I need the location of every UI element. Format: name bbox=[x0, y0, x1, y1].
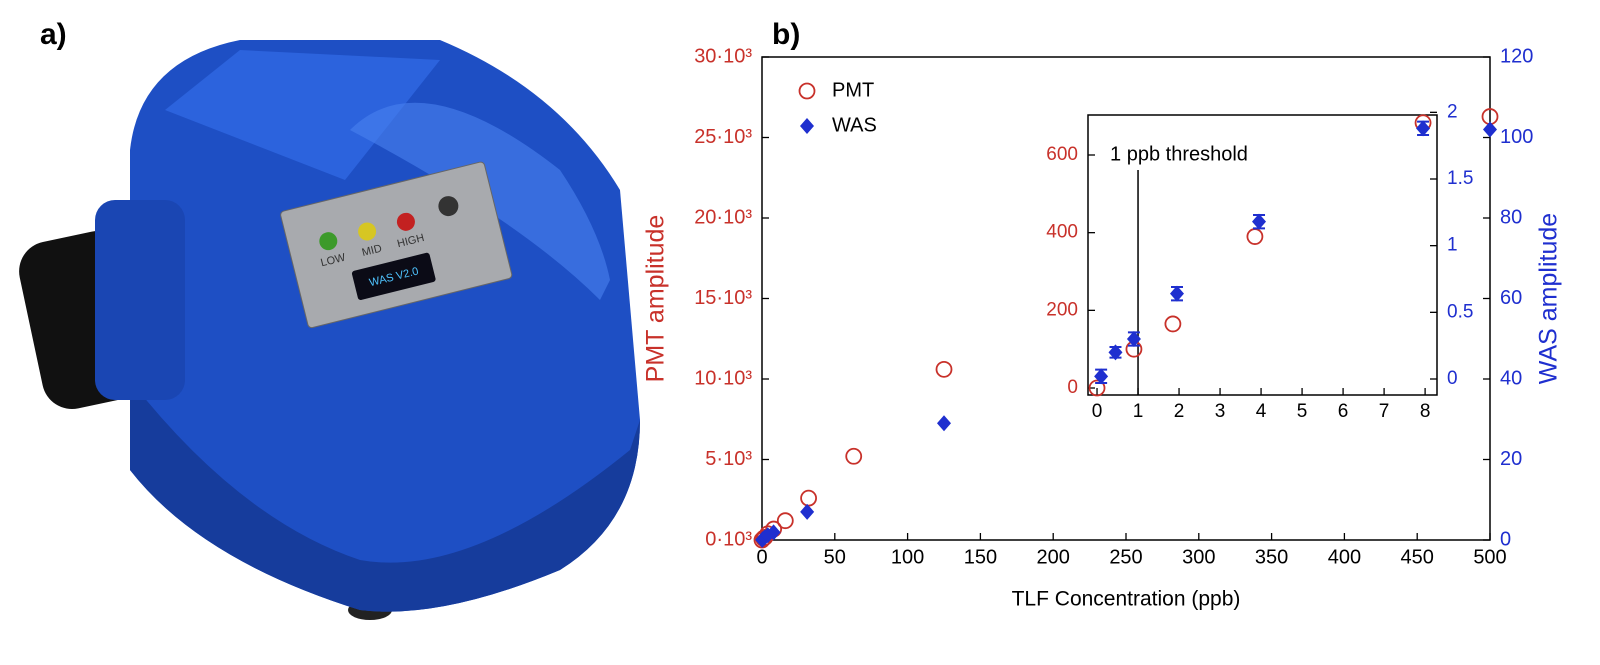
x-axis-label: TLF Concentration (ppb) bbox=[1012, 588, 1241, 611]
y2-tick-label: 80 bbox=[1500, 206, 1522, 228]
y2-tick-label: 1 bbox=[1447, 235, 1458, 256]
legend-label: WAS bbox=[832, 114, 877, 136]
x-tick-label: 7 bbox=[1379, 401, 1390, 422]
x-tick-label: 450 bbox=[1401, 546, 1434, 568]
x-tick-label: 1 bbox=[1133, 401, 1144, 422]
x-tick-label: 6 bbox=[1338, 401, 1349, 422]
data-point bbox=[1252, 213, 1267, 230]
legend-label: PMT bbox=[832, 79, 874, 101]
led bbox=[396, 212, 415, 231]
x-tick-label: 350 bbox=[1255, 546, 1288, 568]
data-point bbox=[800, 503, 815, 520]
data-point bbox=[776, 512, 794, 530]
data-point bbox=[1126, 331, 1141, 347]
y2-tick-label: 40 bbox=[1500, 367, 1522, 389]
led bbox=[319, 232, 338, 251]
y-axis-label: PMT amplitude bbox=[642, 215, 670, 383]
data-point bbox=[937, 415, 951, 432]
x-tick-label: 8 bbox=[1420, 401, 1431, 422]
y-tick-label: 30·10³ bbox=[694, 45, 752, 67]
y-tick-label: 200 bbox=[1046, 299, 1078, 320]
data-point bbox=[1108, 344, 1123, 361]
x-tick-label: 400 bbox=[1328, 546, 1361, 568]
device-lid bbox=[165, 50, 440, 180]
y-tick-label: 0·10³ bbox=[705, 528, 752, 550]
x-tick-label: 0 bbox=[756, 546, 767, 568]
x-tick-label: 500 bbox=[1473, 546, 1506, 568]
data-point bbox=[798, 82, 816, 100]
data-point bbox=[1483, 121, 1497, 138]
x-tick-label: 100 bbox=[891, 546, 924, 568]
y-tick-label: 600 bbox=[1046, 144, 1078, 165]
data-point bbox=[1088, 379, 1106, 397]
device-base bbox=[130, 380, 640, 612]
y2-tick-label: 120 bbox=[1500, 45, 1533, 67]
device-neck bbox=[95, 200, 185, 400]
y-tick-label: 5·10³ bbox=[705, 448, 752, 470]
y-tick-label: 400 bbox=[1046, 222, 1078, 243]
x-tick-label: 0 bbox=[1092, 401, 1103, 422]
y2-tick-label: 20 bbox=[1500, 448, 1522, 470]
data-point bbox=[800, 489, 817, 507]
switch bbox=[438, 196, 459, 217]
data-point bbox=[935, 360, 953, 378]
y2-tick-label: 60 bbox=[1500, 287, 1522, 309]
data-point bbox=[845, 447, 863, 465]
y-tick-label: 10·10³ bbox=[694, 367, 752, 389]
led bbox=[358, 222, 377, 241]
panel-label: b) bbox=[772, 18, 800, 51]
y2-tick-label: 0.5 bbox=[1447, 301, 1473, 322]
data-point bbox=[1416, 120, 1431, 137]
led-label: MID bbox=[361, 243, 384, 260]
y2-tick-label: 2 bbox=[1447, 101, 1458, 122]
y-tick-label: 20·10³ bbox=[694, 206, 752, 228]
x-tick-label: 150 bbox=[964, 546, 997, 568]
device-photo: LOW MID HIGH WAS V2.0 bbox=[19, 40, 640, 620]
y2-tick-label: 100 bbox=[1500, 126, 1533, 148]
data-point bbox=[800, 118, 814, 134]
y2-axis-label: WAS amplitude bbox=[1535, 213, 1563, 384]
x-tick-label: 250 bbox=[1109, 546, 1142, 568]
y2-tick-label: 0 bbox=[1447, 368, 1458, 389]
x-tick-label: 2 bbox=[1174, 401, 1185, 422]
y-tick-label: 15·10³ bbox=[694, 287, 752, 309]
threshold-label: 1 ppb threshold bbox=[1110, 143, 1248, 165]
x-tick-label: 5 bbox=[1297, 401, 1308, 422]
x-tick-label: 300 bbox=[1182, 546, 1215, 568]
data-point bbox=[1169, 285, 1184, 302]
data-point bbox=[1246, 228, 1264, 245]
y-tick-label: 0 bbox=[1067, 377, 1078, 398]
y2-tick-label: 0 bbox=[1500, 528, 1511, 550]
x-tick-label: 50 bbox=[824, 546, 846, 568]
panel-label: a) bbox=[40, 18, 67, 51]
y-tick-label: 25·10³ bbox=[694, 126, 752, 148]
y2-tick-label: 1.5 bbox=[1447, 168, 1473, 189]
x-tick-label: 3 bbox=[1215, 401, 1226, 422]
plot-frame bbox=[1087, 114, 1438, 396]
data-point bbox=[1094, 368, 1109, 385]
x-tick-label: 200 bbox=[1037, 546, 1070, 568]
data-point bbox=[766, 524, 781, 541]
screen bbox=[351, 252, 436, 300]
data-point bbox=[1164, 315, 1182, 333]
x-tick-label: 4 bbox=[1256, 401, 1267, 422]
